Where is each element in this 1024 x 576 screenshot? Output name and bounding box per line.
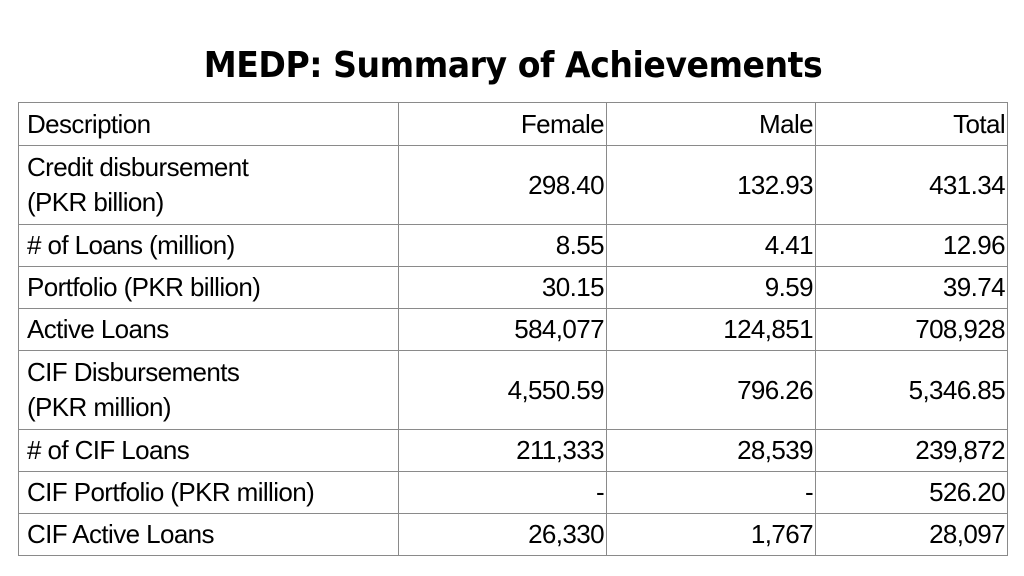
cell-total: 39.74 (815, 266, 1008, 309)
table-row: CIF Portfolio (PKR million) - - 526.20 (18, 471, 1008, 514)
table-row: Portfolio (PKR billion) 30.15 9.59 39.74 (18, 266, 1008, 309)
row-description: Credit disbursement (PKR billion) (18, 145, 399, 225)
row-description: # of Loans (million) (18, 224, 399, 267)
cell-male: 124,851 (606, 308, 816, 351)
cell-total: 526.20 (815, 471, 1008, 514)
header-description: Description (18, 102, 399, 146)
table-row: Active Loans 584,077 124,851 708,928 (18, 308, 1008, 351)
cell-male: - (606, 471, 816, 514)
header-female: Female (398, 102, 607, 146)
row-description: CIF Portfolio (PKR million) (18, 471, 399, 514)
description-line: (PKR billion) (27, 187, 164, 217)
table-header-row: Description Female Male Total (18, 102, 1008, 146)
table-row: Credit disbursement (PKR billion) 298.40… (18, 145, 1008, 225)
cell-male: 796.26 (606, 350, 816, 430)
cell-female: 584,077 (398, 308, 607, 351)
row-description: CIF Disbursements (PKR million) (18, 350, 399, 430)
cell-male: 28,539 (606, 429, 816, 472)
cell-female: 4,550.59 (398, 350, 607, 430)
cell-total: 431.34 (815, 145, 1008, 225)
header-total: Total (815, 102, 1008, 146)
achievements-table: Description Female Male Total Credit dis… (18, 102, 1008, 556)
slide-title: MEDP: Summary of Achievements (203, 45, 823, 86)
cell-total: 5,346.85 (815, 350, 1008, 430)
table-row: # of CIF Loans 211,333 28,539 239,872 (18, 429, 1008, 472)
cell-male: 132.93 (606, 145, 816, 225)
cell-female: - (398, 471, 607, 514)
cell-total: 12.96 (815, 224, 1008, 267)
row-description: Portfolio (PKR billion) (18, 266, 399, 309)
cell-male: 9.59 (606, 266, 816, 309)
table-row: CIF Active Loans 26,330 1,767 28,097 (18, 513, 1008, 556)
cell-total: 239,872 (815, 429, 1008, 472)
table-row: CIF Disbursements (PKR million) 4,550.59… (18, 350, 1008, 430)
table-row: # of Loans (million) 8.55 4.41 12.96 (18, 224, 1008, 267)
cell-female: 30.15 (398, 266, 607, 309)
row-description: CIF Active Loans (18, 513, 399, 556)
cell-female: 211,333 (398, 429, 607, 472)
cell-male: 4.41 (606, 224, 816, 267)
description-line: (PKR million) (27, 392, 171, 422)
row-description: Active Loans (18, 308, 399, 351)
header-male: Male (606, 102, 816, 146)
description-line: Credit disbursement (27, 152, 249, 182)
cell-total: 28,097 (815, 513, 1008, 556)
cell-female: 298.40 (398, 145, 607, 225)
cell-total: 708,928 (815, 308, 1008, 351)
description-line: CIF Disbursements (27, 357, 240, 387)
cell-male: 1,767 (606, 513, 816, 556)
row-description: # of CIF Loans (18, 429, 399, 472)
cell-female: 26,330 (398, 513, 607, 556)
cell-female: 8.55 (398, 224, 607, 267)
